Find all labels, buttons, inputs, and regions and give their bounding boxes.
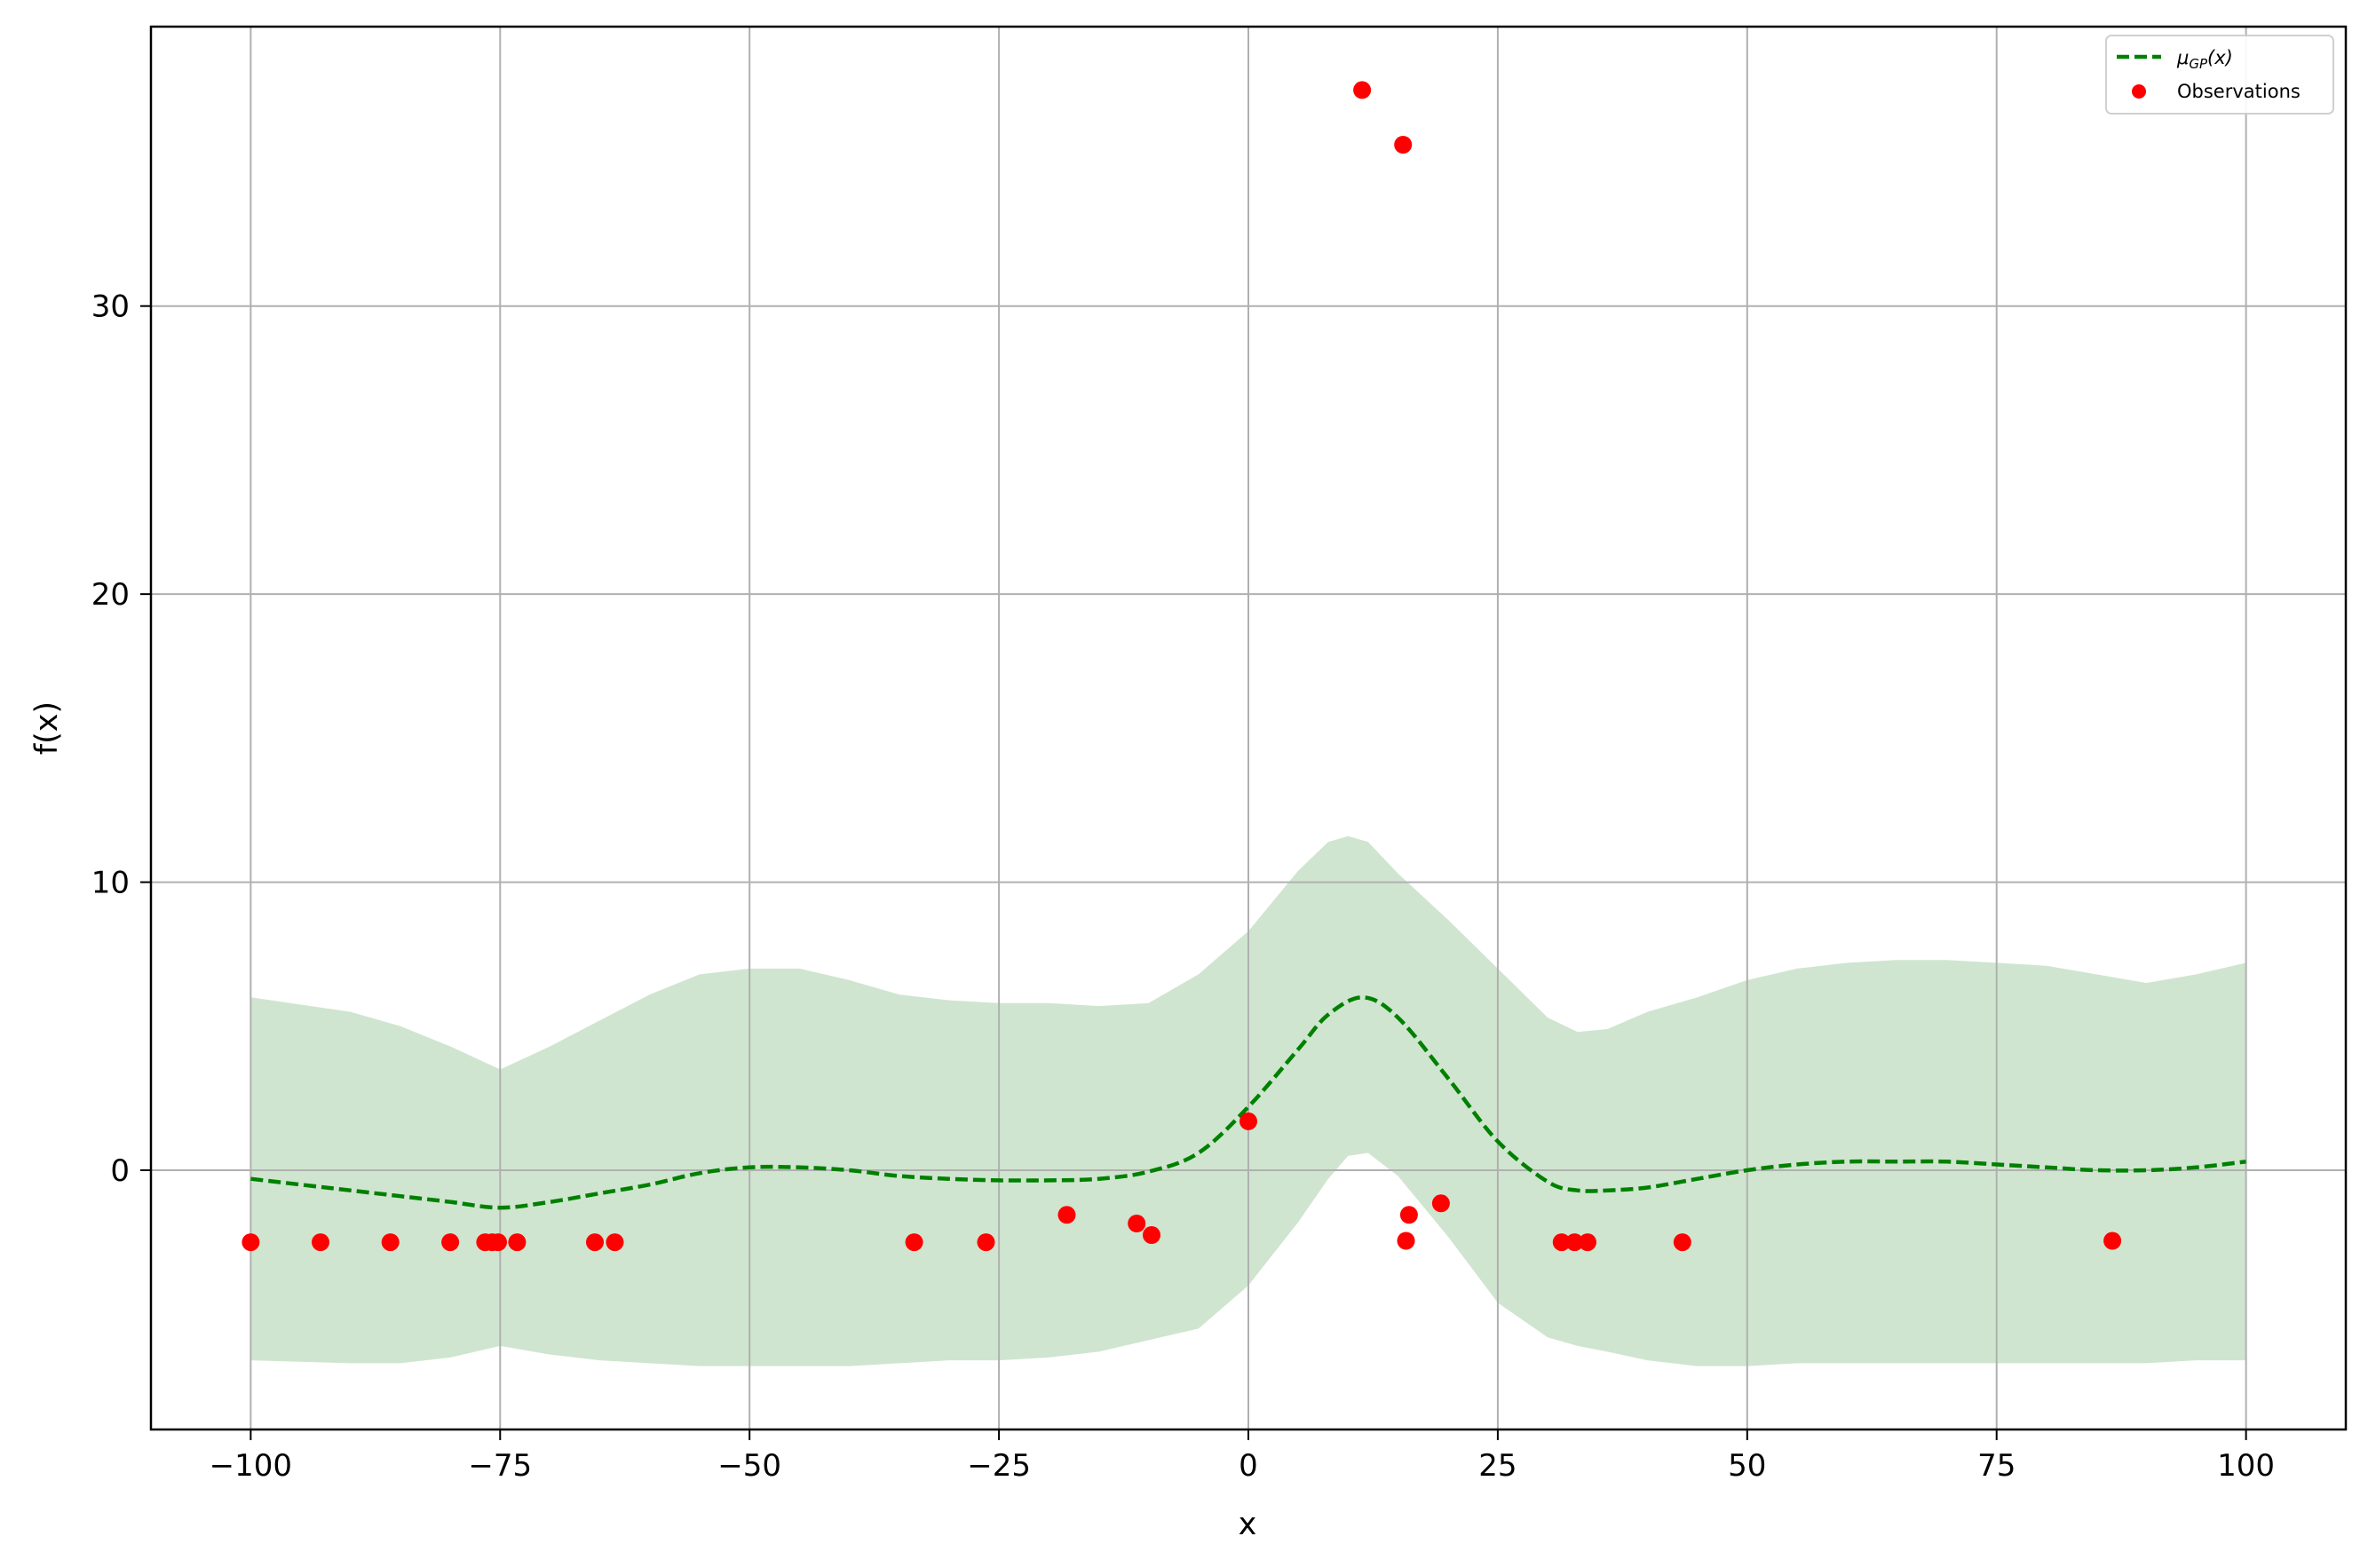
x-tick-label: 0 xyxy=(1239,1448,1258,1484)
observation-point xyxy=(1579,1233,1596,1252)
observation-point xyxy=(606,1233,624,1252)
legend: μGP(x) Observations xyxy=(2105,35,2334,115)
observation-point xyxy=(977,1233,995,1252)
observation-point xyxy=(1397,1231,1415,1250)
observation-point xyxy=(441,1233,460,1252)
mean-line-layer xyxy=(250,995,2246,1210)
x-tick-label: 100 xyxy=(2217,1448,2275,1484)
x-tick-label: 50 xyxy=(1728,1448,1766,1484)
observation-point xyxy=(1565,1233,1584,1252)
observation-point xyxy=(1239,1112,1257,1130)
legend-mean-mu: μ xyxy=(2176,47,2189,68)
legend-mean-tail: (x) xyxy=(2207,47,2233,68)
observation-point xyxy=(242,1233,260,1252)
legend-mean-sub: GP xyxy=(2189,56,2208,72)
legend-observations-label: Observations xyxy=(2177,81,2301,102)
observations-layer xyxy=(242,81,2122,1252)
observation-point xyxy=(586,1233,604,1252)
observation-point xyxy=(489,1233,507,1252)
y-tick-label: 30 xyxy=(91,289,130,325)
mean-line xyxy=(250,995,2246,1210)
observation-point xyxy=(1552,1233,1571,1252)
y-tick-label: 20 xyxy=(91,577,130,613)
y-tick-label: 0 xyxy=(110,1153,130,1189)
x-tick-label: −75 xyxy=(468,1448,532,1484)
legend-box xyxy=(2105,35,2334,115)
observation-point xyxy=(508,1233,527,1252)
ticks-layer: −100 −75 −50 −25 0 25 50 75 100 0 10 20 30 xyxy=(91,289,2275,1484)
x-tick-label: −25 xyxy=(967,1448,1031,1484)
legend-mean-label: μGP(x) xyxy=(2176,47,2233,72)
x-tick-label: −100 xyxy=(210,1448,292,1484)
observation-point xyxy=(312,1233,329,1252)
observation-point xyxy=(1399,1206,1418,1224)
observation-point xyxy=(1353,81,1372,99)
x-tick-label: 75 xyxy=(1977,1448,2016,1484)
grid-layer xyxy=(151,27,2346,1429)
observation-point xyxy=(2103,1231,2122,1250)
observation-point xyxy=(1394,136,1413,154)
observation-point xyxy=(1143,1226,1160,1244)
observation-point xyxy=(1128,1215,1146,1232)
x-tick-label: −50 xyxy=(717,1448,781,1484)
observation-point xyxy=(381,1233,400,1252)
legend-observations-swatch xyxy=(2132,84,2146,99)
y-axis-label: f(x) xyxy=(29,701,65,755)
observation-point xyxy=(1057,1206,1076,1224)
x-axis-label: x xyxy=(1239,1507,1257,1542)
y-tick-label: 10 xyxy=(91,866,130,901)
observation-point xyxy=(1673,1233,1691,1252)
observation-point xyxy=(1431,1194,1450,1213)
x-tick-label: 25 xyxy=(1478,1448,1517,1484)
observation-point xyxy=(905,1233,923,1252)
